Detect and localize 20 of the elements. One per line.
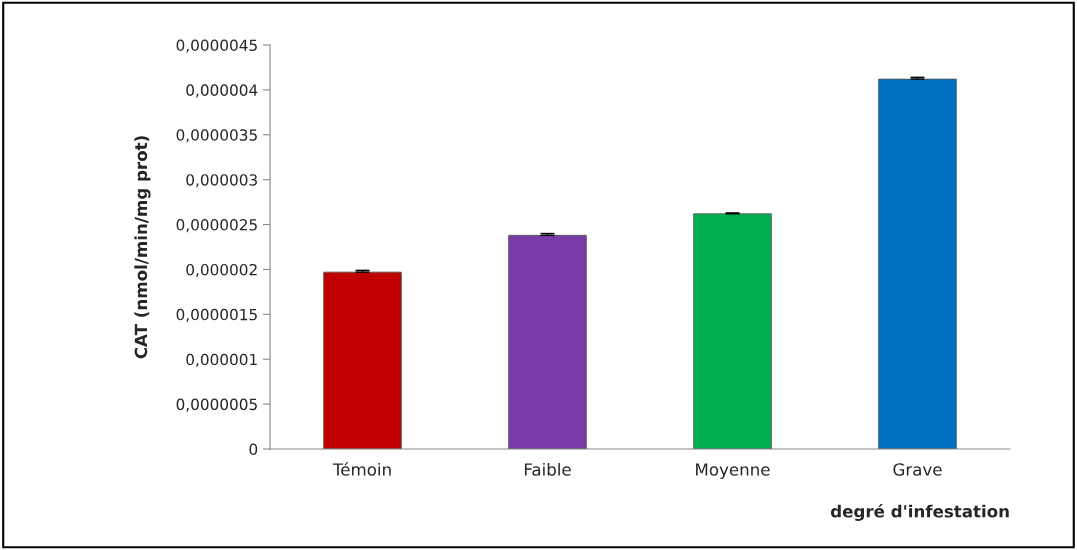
y-tick-label: 0 <box>249 443 258 456</box>
bar <box>323 271 402 449</box>
x-tick-label: Moyenne <box>696 463 770 480</box>
y-tick-label: 0,0000025 <box>176 219 257 233</box>
x-axis-title: degré d'infestation <box>830 504 1009 521</box>
bar <box>878 78 957 449</box>
x-tick-label: Grave <box>893 463 942 476</box>
x-tick-label: Faible <box>524 462 571 476</box>
y-tick-label: 0,0000005 <box>176 398 257 412</box>
y-tick-label: 0,000003 <box>186 174 257 188</box>
y-tick-label: 0,0000015 <box>176 308 257 322</box>
bar <box>693 213 772 449</box>
y-tick-label: 0,0000035 <box>176 129 257 143</box>
y-tick-label: 0,000004 <box>186 84 258 98</box>
y-tick-label: 0,000001 <box>186 353 257 367</box>
y-tick-label: 0,000002 <box>186 263 257 278</box>
y-tick-label: 0,0000045 <box>176 39 257 53</box>
bar <box>508 234 587 449</box>
x-tick-label: Témoin <box>332 462 391 476</box>
y-axis-title: CAT (nmol/min/mg prot) <box>134 136 151 359</box>
